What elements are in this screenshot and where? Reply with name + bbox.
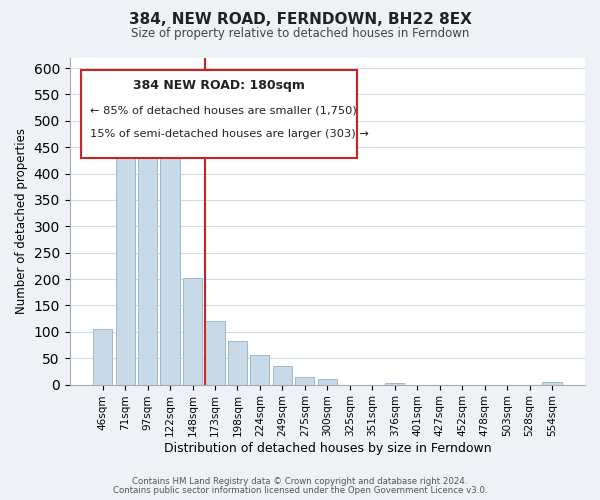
X-axis label: Distribution of detached houses by size in Ferndown: Distribution of detached houses by size … bbox=[164, 442, 491, 455]
Text: ← 85% of detached houses are smaller (1,750): ← 85% of detached houses are smaller (1,… bbox=[90, 106, 357, 116]
Bar bbox=[250, 354, 269, 384]
Bar bbox=[295, 376, 314, 384]
Bar bbox=[138, 127, 157, 384]
Bar bbox=[205, 322, 224, 384]
Text: Contains HM Land Registry data © Crown copyright and database right 2024.: Contains HM Land Registry data © Crown c… bbox=[132, 477, 468, 486]
Text: 15% of semi-detached houses are larger (303) →: 15% of semi-detached houses are larger (… bbox=[90, 129, 369, 139]
Bar bbox=[385, 383, 404, 384]
Text: 384 NEW ROAD: 180sqm: 384 NEW ROAD: 180sqm bbox=[133, 79, 305, 92]
Text: Contains public sector information licensed under the Open Government Licence v3: Contains public sector information licen… bbox=[113, 486, 487, 495]
Y-axis label: Number of detached properties: Number of detached properties bbox=[15, 128, 28, 314]
Bar bbox=[542, 382, 562, 384]
Bar bbox=[183, 278, 202, 384]
Bar bbox=[228, 341, 247, 384]
Bar bbox=[273, 366, 292, 384]
Text: Size of property relative to detached houses in Ferndown: Size of property relative to detached ho… bbox=[131, 28, 469, 40]
Bar bbox=[160, 146, 179, 384]
Bar bbox=[318, 380, 337, 384]
Text: 384, NEW ROAD, FERNDOWN, BH22 8EX: 384, NEW ROAD, FERNDOWN, BH22 8EX bbox=[128, 12, 472, 28]
Bar bbox=[116, 127, 134, 384]
Bar bbox=[93, 329, 112, 384]
